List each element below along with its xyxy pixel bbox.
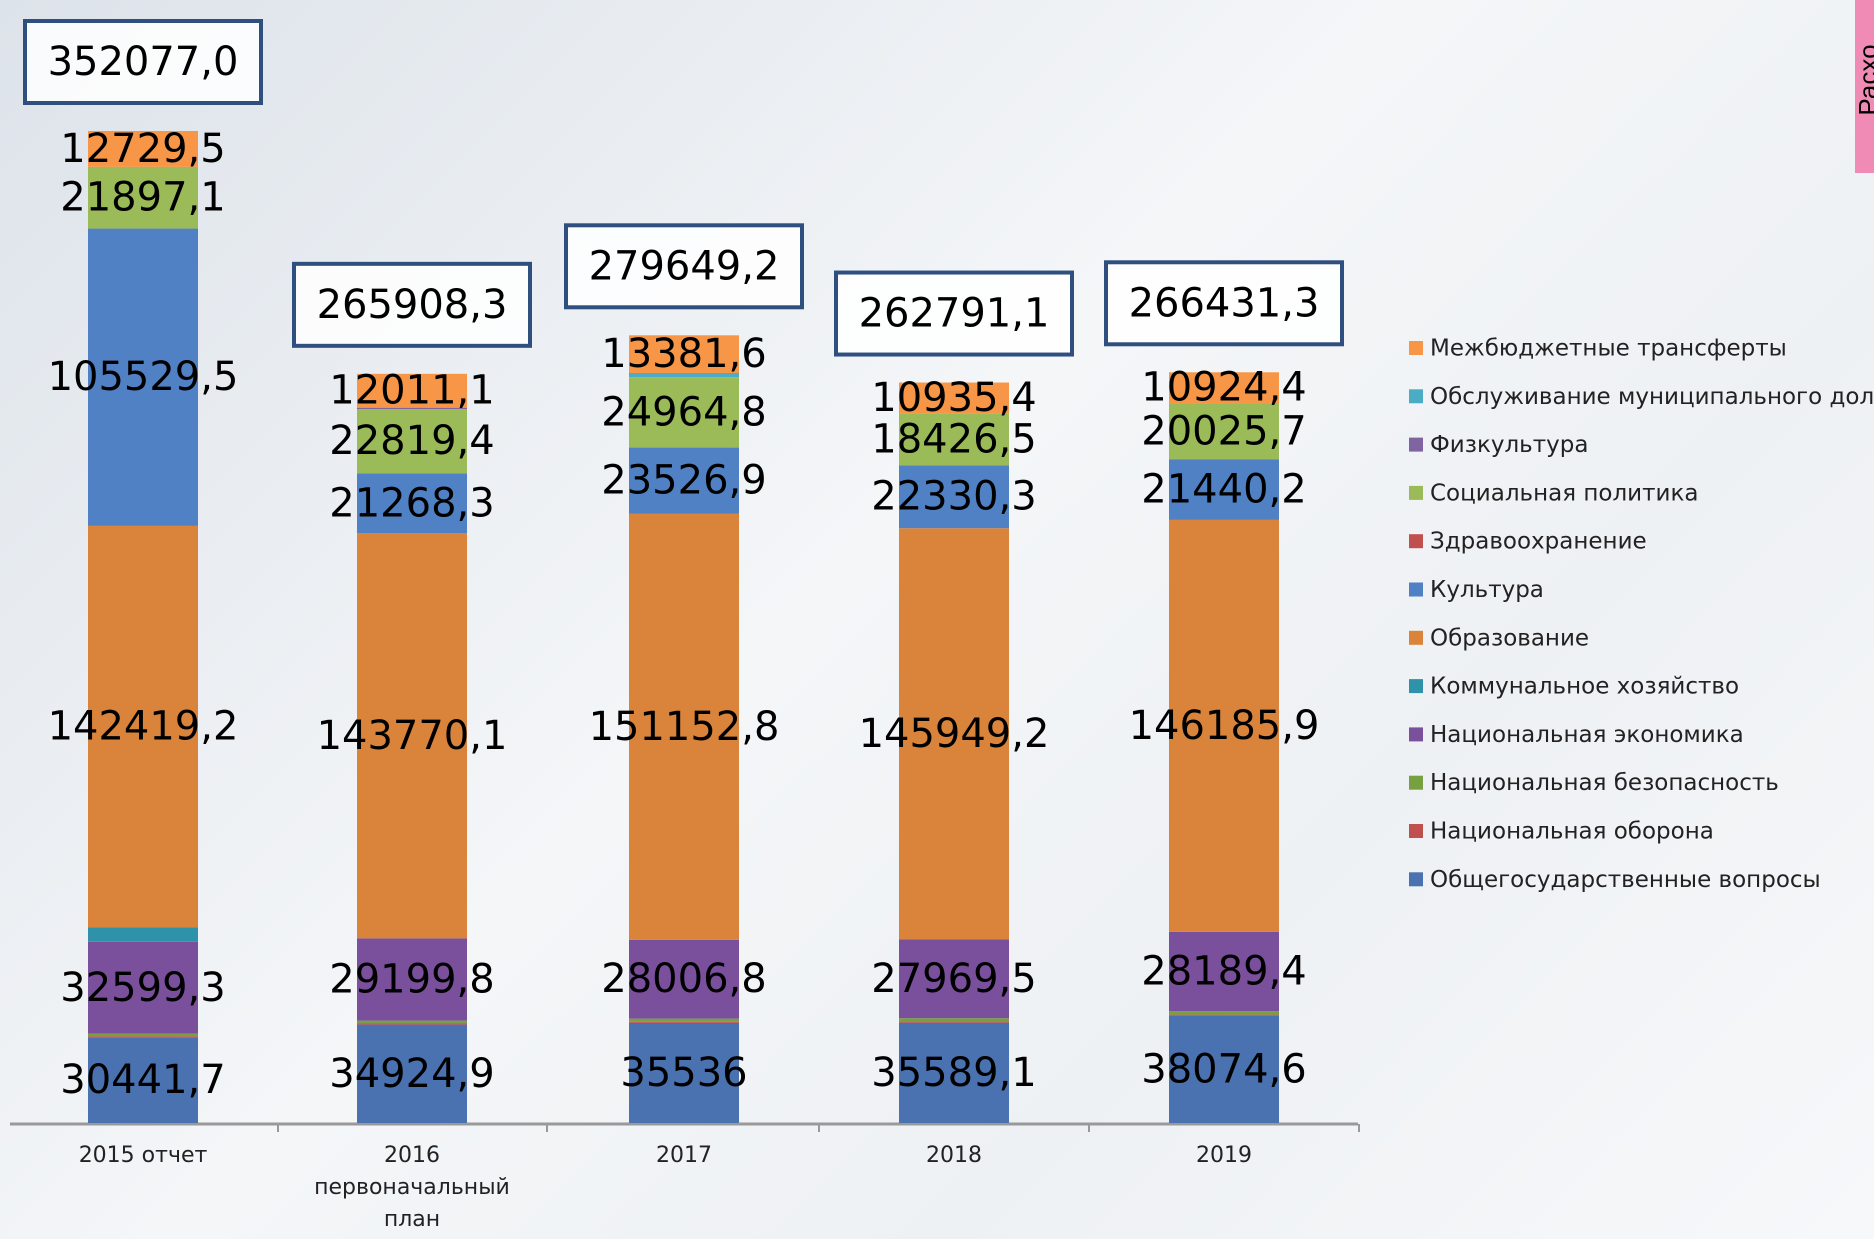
bar-segment [1169,1011,1279,1014]
data-label: 29199,8 [329,957,494,1003]
data-label: 24964,8 [601,389,766,435]
total-label: 262791,1 [859,291,1050,337]
legend-swatch [1409,679,1423,693]
legend-label: Межбюджетные трансферты [1430,336,1787,362]
data-label: 23526,9 [601,458,766,504]
data-label: 151152,8 [589,704,780,750]
legend-swatch [1409,341,1423,355]
data-label: 38074,6 [1141,1046,1306,1092]
bar-segment [899,1018,1009,1021]
x-tick-label: 2017 [574,1140,794,1172]
x-tick-label-box: 2015 отчет [33,1140,253,1239]
legend-swatch [1409,438,1423,452]
x-tick-label: 2016 первоначальный план [302,1140,522,1236]
data-label: 22330,3 [871,474,1036,520]
chart: Расхо 30441,7 32599,3 142419,2 105529,5 2189… [0,0,1874,1239]
data-label: 34924,9 [329,1051,494,1097]
total-label: 352077,0 [48,39,239,85]
bar-segment [88,927,198,942]
data-label: 10924,4 [1141,365,1306,411]
data-label: 35536 [620,1050,747,1096]
x-tick-label-box: 2016 первоначальный план [302,1140,522,1239]
bar-segment [1169,1015,1279,1016]
data-label: 30441,7 [60,1057,225,1103]
legend-swatch [1409,534,1423,548]
bar-segment [629,1019,739,1022]
bar-segment [88,1034,198,1037]
data-label: 10935,4 [871,375,1036,421]
corner-tab-text: Расхо [1853,44,1874,115]
data-label: 28189,4 [1141,949,1306,995]
legend-label: Коммунальное хозяйство [1430,674,1739,700]
legend-swatch [1409,583,1423,597]
data-label: 143770,1 [317,713,508,759]
bar-segment [629,1022,739,1023]
bar-segment [357,1023,467,1024]
data-label: 28006,8 [601,956,766,1002]
legend-label: Общегосударственные вопросы [1430,867,1821,893]
data-label: 20025,7 [1141,408,1306,454]
legend-label: Образование [1430,625,1589,651]
total-label: 266431,3 [1129,280,1320,326]
data-label: 145949,2 [859,711,1050,757]
legend-swatch [1409,776,1423,790]
legend-label: Национальная экономика [1430,722,1744,748]
legend-label: Здравоохранение [1430,529,1647,555]
data-label: 27969,5 [871,956,1036,1002]
data-label: 105529,5 [48,354,239,400]
legend-swatch [1409,824,1423,838]
data-label: 142419,2 [48,704,239,750]
legend-swatch [1409,389,1423,403]
legend-swatch [1409,727,1423,741]
data-label: 12011,1 [329,368,494,414]
data-label: 12729,5 [60,126,225,172]
legend-swatch [1409,486,1423,500]
data-label: 13381,6 [601,331,766,377]
data-label: 35589,1 [871,1050,1036,1096]
data-label: 18426,5 [871,416,1036,462]
bar-segment [357,1021,467,1024]
legend-label: Культура [1430,577,1544,603]
legend-swatch [1409,872,1423,886]
data-label: 22819,4 [329,418,494,464]
x-tick-label-box: 2019 [1114,1140,1334,1239]
total-label: 265908,3 [317,282,508,328]
bar-segment [899,1022,1009,1023]
x-tick-label: 2015 отчет [33,1140,253,1172]
x-tick-label: 2018 [844,1140,1064,1172]
x-tick-label: 2019 [1114,1140,1334,1172]
data-label: 32599,3 [60,965,225,1011]
legend-label: Обслуживание муниципального долга [1430,384,1874,410]
total-label: 279649,2 [589,243,780,289]
data-label: 21268,3 [329,480,494,526]
legend-label: Национальная безопасность [1430,770,1779,796]
legend-label: Социальная политика [1430,480,1698,506]
legend-label: Национальная оборона [1430,819,1714,845]
legend-swatch [1409,631,1423,645]
data-label: 21897,1 [60,175,225,221]
bar-segment [88,1036,198,1037]
x-tick-label-box: 2018 [844,1140,1064,1239]
legend-label: Физкультура [1430,432,1588,458]
data-label: 146185,9 [1129,703,1320,749]
data-label: 21440,2 [1141,467,1306,513]
x-tick-label-box: 2017 [574,1140,794,1239]
